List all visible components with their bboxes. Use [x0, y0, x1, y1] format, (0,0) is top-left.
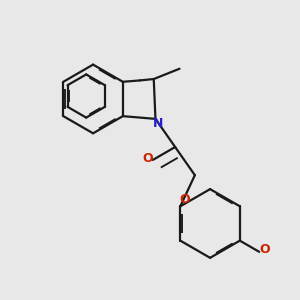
- Text: N: N: [153, 117, 164, 130]
- Text: O: O: [260, 243, 270, 256]
- Text: O: O: [142, 152, 153, 165]
- Text: O: O: [179, 193, 190, 206]
